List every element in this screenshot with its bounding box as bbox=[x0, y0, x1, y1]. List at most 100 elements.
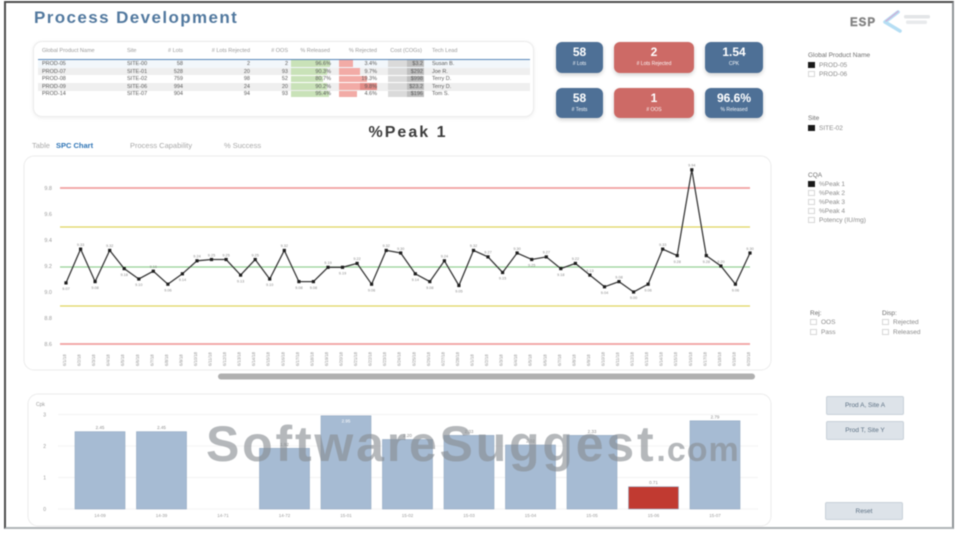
svg-text:6/11/18: 6/11/18 bbox=[615, 352, 620, 366]
svg-text:6/21/18: 6/21/18 bbox=[353, 351, 358, 366]
svg-text:9.19: 9.19 bbox=[324, 261, 331, 265]
svg-text:0.71: 0.71 bbox=[649, 480, 658, 485]
svg-text:9.15: 9.15 bbox=[499, 277, 506, 281]
svg-text:14-71: 14-71 bbox=[217, 513, 229, 518]
svg-text:15-06: 15-06 bbox=[648, 513, 660, 518]
svg-text:9.20: 9.20 bbox=[717, 260, 724, 264]
svg-text:9.18: 9.18 bbox=[121, 273, 128, 277]
svg-text:6/25/18: 6/25/18 bbox=[411, 351, 416, 366]
svg-text:9.08: 9.08 bbox=[426, 286, 433, 290]
svg-text:15-03: 15-03 bbox=[463, 513, 475, 518]
svg-text:2.95: 2.95 bbox=[342, 418, 351, 423]
svg-text:9.0: 9.0 bbox=[44, 290, 52, 296]
svg-text:9.30: 9.30 bbox=[746, 247, 753, 251]
svg-text:6/22/18: 6/22/18 bbox=[368, 351, 373, 366]
svg-text:9.6: 9.6 bbox=[44, 212, 52, 218]
svg-text:9.32: 9.32 bbox=[106, 244, 113, 248]
svg-text:Cpk: Cpk bbox=[36, 402, 45, 408]
svg-text:6/19/18: 6/19/18 bbox=[731, 351, 736, 366]
svg-text:9.8: 9.8 bbox=[44, 186, 52, 192]
svg-text:2.45: 2.45 bbox=[157, 425, 166, 430]
svg-text:6/18/18: 6/18/18 bbox=[717, 351, 722, 366]
svg-text:6/13/18: 6/13/18 bbox=[644, 351, 649, 366]
svg-text:9.22: 9.22 bbox=[353, 257, 360, 261]
svg-text:6/12/18: 6/12/18 bbox=[222, 351, 227, 366]
svg-text:14-72: 14-72 bbox=[279, 513, 291, 518]
svg-text:9.08: 9.08 bbox=[310, 286, 317, 290]
svg-text:9.14: 9.14 bbox=[412, 278, 419, 282]
svg-text:14-39: 14-39 bbox=[156, 513, 168, 518]
svg-text:9.4: 9.4 bbox=[44, 238, 52, 244]
svg-text:9.30: 9.30 bbox=[397, 247, 404, 251]
svg-text:2.20: 2.20 bbox=[403, 433, 412, 438]
svg-text:6/12/18: 6/12/18 bbox=[630, 351, 635, 366]
svg-text:9.28: 9.28 bbox=[674, 260, 681, 264]
svg-text:9.94: 9.94 bbox=[688, 164, 695, 168]
svg-text:6/14/18: 6/14/18 bbox=[251, 351, 256, 366]
svg-text:9.22: 9.22 bbox=[572, 257, 579, 261]
svg-text:9.27: 9.27 bbox=[543, 251, 550, 255]
svg-text:6/2/18: 6/2/18 bbox=[484, 354, 489, 366]
svg-text:6/14/18: 6/14/18 bbox=[659, 351, 664, 366]
svg-text:6/2/18: 6/2/18 bbox=[77, 354, 82, 366]
svg-text:1: 1 bbox=[43, 476, 46, 482]
svg-text:9.14: 9.14 bbox=[179, 278, 186, 282]
svg-text:9.32: 9.32 bbox=[470, 244, 477, 248]
svg-text:9.33: 9.33 bbox=[659, 243, 666, 247]
svg-text:14-09: 14-09 bbox=[94, 513, 106, 518]
svg-text:6/7/18: 6/7/18 bbox=[149, 354, 154, 366]
svg-text:9.13: 9.13 bbox=[586, 269, 593, 273]
svg-text:6/11/18: 6/11/18 bbox=[208, 352, 213, 366]
svg-text:9.25: 9.25 bbox=[222, 253, 229, 257]
svg-text:6/4/18: 6/4/18 bbox=[106, 354, 111, 366]
svg-text:6/17/18: 6/17/18 bbox=[702, 351, 707, 366]
svg-text:9.13: 9.13 bbox=[237, 279, 244, 283]
svg-text:2.33: 2.33 bbox=[588, 429, 597, 434]
svg-text:6/19/18: 6/19/18 bbox=[324, 351, 329, 366]
svg-text:15-02: 15-02 bbox=[402, 513, 414, 518]
svg-text:6/8/18: 6/8/18 bbox=[571, 354, 576, 366]
svg-text:6/13/18: 6/13/18 bbox=[237, 351, 242, 366]
svg-text:15-05: 15-05 bbox=[586, 513, 598, 518]
svg-text:6/4/18: 6/4/18 bbox=[513, 354, 518, 366]
svg-text:6/6/18: 6/6/18 bbox=[542, 354, 547, 366]
svg-text:9.08: 9.08 bbox=[615, 275, 622, 279]
svg-text:9.33: 9.33 bbox=[77, 243, 84, 247]
svg-text:9.24: 9.24 bbox=[193, 255, 200, 259]
svg-text:8.6: 8.6 bbox=[44, 342, 52, 348]
svg-text:9.06: 9.06 bbox=[368, 288, 375, 292]
svg-text:15-01: 15-01 bbox=[340, 513, 352, 518]
svg-text:15-04: 15-04 bbox=[525, 513, 537, 518]
svg-text:6/16/18: 6/16/18 bbox=[688, 351, 693, 366]
svg-text:9.32: 9.32 bbox=[383, 244, 390, 248]
svg-text:6/5/18: 6/5/18 bbox=[528, 354, 533, 366]
svg-text:6/1/18: 6/1/18 bbox=[62, 354, 67, 366]
svg-text:2.79: 2.79 bbox=[711, 414, 720, 419]
svg-text:8.8: 8.8 bbox=[44, 316, 52, 322]
svg-text:3: 3 bbox=[43, 413, 46, 419]
svg-text:9.24: 9.24 bbox=[441, 255, 448, 259]
svg-text:6/8/18: 6/8/18 bbox=[164, 354, 169, 366]
svg-text:9.25: 9.25 bbox=[252, 253, 259, 257]
svg-text:9.10: 9.10 bbox=[135, 283, 142, 287]
svg-text:2.45: 2.45 bbox=[96, 425, 105, 430]
svg-text:9.00: 9.00 bbox=[630, 296, 637, 300]
svg-text:9.16: 9.16 bbox=[150, 265, 157, 269]
svg-text:6/16/18: 6/16/18 bbox=[280, 351, 285, 366]
svg-text:6/27/18: 6/27/18 bbox=[440, 351, 445, 366]
svg-text:9.04: 9.04 bbox=[601, 291, 608, 295]
svg-text:6/9/18: 6/9/18 bbox=[586, 354, 591, 366]
svg-text:9.25: 9.25 bbox=[208, 253, 215, 257]
svg-text:9.06: 9.06 bbox=[164, 288, 171, 292]
svg-text:9.08: 9.08 bbox=[295, 286, 302, 290]
svg-text:9.05: 9.05 bbox=[455, 290, 462, 294]
svg-text:6/18/18: 6/18/18 bbox=[309, 351, 314, 366]
svg-text:6/28/18: 6/28/18 bbox=[455, 351, 460, 366]
svg-text:9.28: 9.28 bbox=[703, 260, 710, 264]
svg-text:1.92: 1.92 bbox=[280, 442, 289, 447]
svg-text:9.30: 9.30 bbox=[513, 247, 520, 251]
svg-text:9.10: 9.10 bbox=[266, 283, 273, 287]
svg-text:9.06: 9.06 bbox=[732, 288, 739, 292]
svg-text:2.02: 2.02 bbox=[526, 439, 535, 444]
svg-text:9.32: 9.32 bbox=[281, 244, 288, 248]
